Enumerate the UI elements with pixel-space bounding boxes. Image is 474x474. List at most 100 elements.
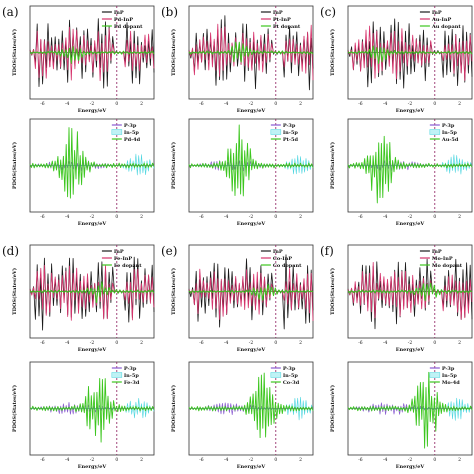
series-dopant-d (188, 124, 314, 197)
tdos-ylabel: TDOS(States/eV) (170, 268, 177, 315)
pdos-ylabel: PDOS(States/eV) (11, 142, 18, 189)
legend-label: Au-5d (441, 137, 459, 143)
legend-label: Pt-5d (283, 137, 299, 143)
pdos-xticks: -6 -4 -2 0 2 (199, 457, 302, 463)
tdos-xticks: -6 -4 -2 0 2 (40, 101, 143, 107)
tick-label: -4 (65, 101, 70, 107)
tick-label: 0 (433, 340, 436, 346)
tick-label: -2 (408, 340, 413, 346)
tick-label: 0 (274, 457, 277, 463)
pdos-xlabel: Energy/eV (396, 464, 425, 470)
tick-label: -6 (40, 340, 45, 346)
tick-label: 2 (299, 340, 302, 346)
series-dopant (29, 46, 155, 64)
legend-label: In-5p (283, 373, 299, 379)
legend-label: Mo-4d (442, 380, 460, 386)
legend-label: P-3p (442, 366, 455, 372)
panel-letter: (e) (161, 244, 177, 258)
tick-label: -2 (249, 340, 254, 346)
series-dopant (29, 281, 155, 304)
tdos-xlabel: Energy/eV (396, 108, 425, 114)
tick-label: -2 (90, 457, 95, 463)
legend-label: Pt-InP (273, 17, 291, 23)
panel-letter: (a) (2, 5, 19, 19)
tdos-xticks: -6 -4 -2 0 2 (199, 340, 302, 346)
legend-label: InP (114, 10, 124, 16)
legend-label: Fe dopant (114, 263, 142, 269)
tdos-xlabel: Energy/eV (396, 347, 425, 353)
tick-label: 0 (115, 457, 118, 463)
legend-swatch (111, 372, 123, 378)
tick-label: 2 (299, 214, 302, 220)
legend-label: Co-3d (283, 380, 300, 386)
pdos-xticks: -6 -4 -2 0 2 (40, 214, 143, 220)
series-doped-inp (347, 25, 473, 81)
tick-label: -6 (358, 457, 363, 463)
legend-swatch (429, 372, 441, 378)
tick-label: 2 (458, 340, 461, 346)
legend-label: P-3p (283, 123, 296, 129)
panel-letter: (c) (320, 5, 336, 19)
legend-swatch (429, 129, 441, 135)
tick-label: 2 (299, 101, 302, 107)
pdos-ylabel: PDOS(States/eV) (170, 385, 177, 432)
legend-label: P-3p (124, 366, 137, 372)
series-dopant (188, 41, 314, 63)
pdos-ylabel: PDOS(States/eV) (329, 385, 336, 432)
legend-label: In-5p (124, 373, 140, 379)
legend-label: Pd-4d (124, 137, 141, 143)
tick-label: -4 (65, 457, 70, 463)
legend-label: In-5p (283, 130, 299, 136)
tick-label: -6 (40, 457, 45, 463)
tick-label: 2 (140, 340, 143, 346)
pdos-xlabel: Energy/eV (78, 464, 107, 470)
tick-label: 0 (274, 101, 277, 107)
tick-label: 2 (140, 101, 143, 107)
legend-swatch (270, 129, 282, 135)
legend-label: Pt dopant (273, 24, 301, 30)
pdos-xticks: -6 -4 -2 0 2 (199, 214, 302, 220)
tick-label: -2 (90, 101, 95, 107)
tick-label: 0 (274, 214, 277, 220)
tick-label: -4 (224, 457, 229, 463)
legend-label: P-3p (442, 123, 455, 129)
tick-label: -4 (383, 340, 388, 346)
panel-letter: (f) (320, 244, 334, 258)
legend-label: Mo dopant (432, 263, 463, 269)
tdos-ylabel: TDOS(States/eV) (329, 29, 336, 76)
pdos-xticks: -6 -4 -2 0 2 (40, 457, 143, 463)
tick-label: 2 (140, 214, 143, 220)
tick-label: -2 (249, 214, 254, 220)
tick-label: 0 (115, 101, 118, 107)
series-doped-inp (29, 264, 155, 321)
tick-label: 0 (115, 214, 118, 220)
legend-label: Pd-InP (114, 17, 133, 23)
legend-label: P-3p (124, 123, 137, 129)
tick-label: 2 (458, 457, 461, 463)
tdos-ylabel: TDOS(States/eV) (11, 268, 18, 315)
tdos-ylabel: TDOS(States/eV) (11, 29, 18, 76)
tick-label: -6 (199, 214, 204, 220)
pdos-ylabel: PDOS(States/eV) (170, 142, 177, 189)
tick-label: -4 (65, 340, 70, 346)
panel-letter: (d) (2, 244, 19, 258)
